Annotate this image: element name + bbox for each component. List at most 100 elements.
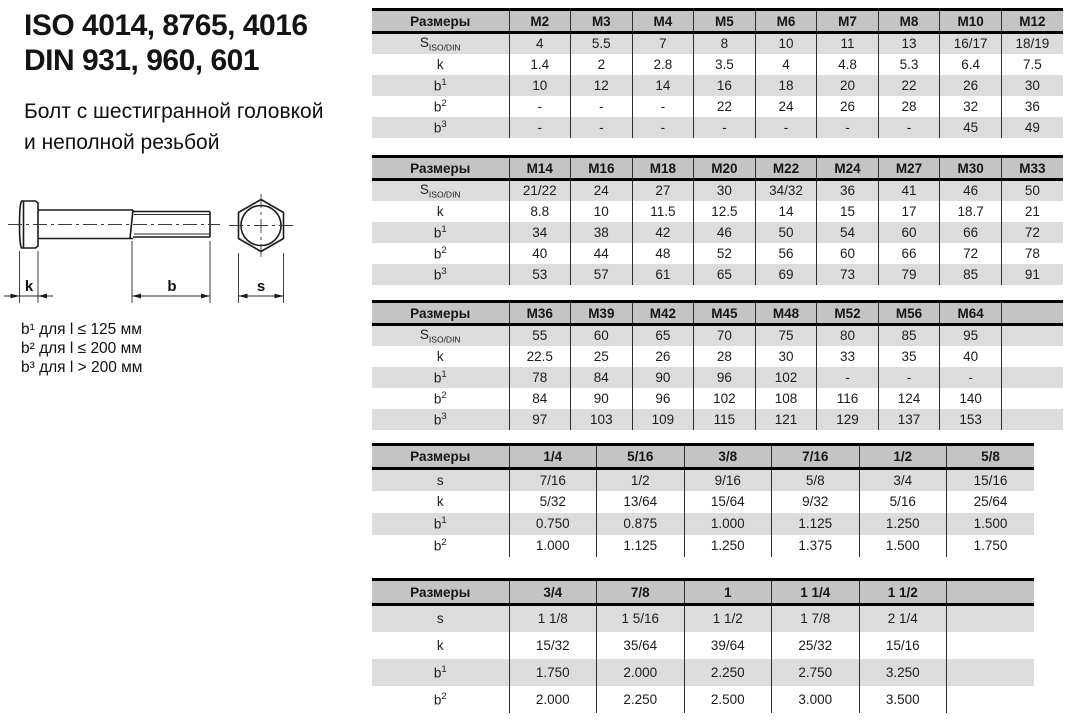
value-cell: 0.750 — [508, 512, 597, 535]
value-cell: 5/16 — [858, 490, 947, 513]
value-cell: 26 — [816, 95, 879, 117]
size-column-header: M20 — [693, 156, 756, 181]
value-cell: 109 — [631, 408, 694, 430]
value-cell: - — [570, 95, 633, 117]
page-title-iso: ISO 4014, 8765, 4016 — [24, 9, 308, 42]
value-cell: - — [631, 95, 694, 117]
value-cell: 95 — [939, 324, 1002, 346]
dimension-label-k: k — [25, 278, 34, 295]
table-row-s: SISO/DIN 55 60 65 70 75 80 85 95 — [372, 324, 1063, 346]
value-cell: 1.125 — [771, 512, 859, 535]
value-cell: 3.250 — [858, 658, 947, 686]
dimension-label-b: b — [167, 278, 176, 295]
empty-column-header — [1000, 301, 1063, 326]
row-label: k — [436, 56, 444, 72]
value-cell: 2 — [570, 53, 633, 75]
bolt-head-side-view — [18, 200, 39, 249]
value-cell: 20 — [816, 74, 879, 96]
value-cell: 84 — [508, 387, 571, 409]
inch-table-3-4-to-1-1-2: Размеры 3/4 7/8 1 1 1/4 1 1/2 s 1 1/8 1 5/16 1 1/… — [372, 578, 1034, 713]
size-column-header: 3/8 — [683, 444, 772, 470]
table-row-b1: b1 10 12 14 16 18 20 22 26 30 — [372, 74, 1063, 96]
value-cell: 21 — [1000, 200, 1063, 222]
value-cell: 1.500 — [946, 512, 1034, 535]
value-cell: 3.500 — [858, 685, 947, 713]
dimension-k: k — [4, 251, 53, 303]
table-header-row: Размеры M36 M39 M42 M45 M48 M52 M56 M64 — [372, 301, 1063, 326]
value-cell: 35 — [877, 345, 940, 367]
value-cell: 103 — [570, 408, 633, 430]
size-column-header: M16 — [570, 156, 633, 181]
row-label: b3 — [433, 265, 447, 283]
value-cell: 3.5 — [693, 53, 756, 75]
value-cell: 80 — [816, 324, 879, 346]
value-cell: 66 — [877, 242, 940, 264]
footnote-b1: b¹ для l ≤ 125 мм — [21, 321, 142, 338]
value-cell: 32 — [939, 95, 1002, 117]
table-row-b1: b1 34 38 42 46 50 54 60 66 72 — [372, 221, 1063, 243]
row-label: k — [436, 203, 444, 219]
size-column-header: M14 — [508, 156, 571, 181]
value-cell: 78 — [1000, 242, 1063, 264]
value-cell: 1.000 — [683, 512, 772, 535]
value-cell: 102 — [693, 387, 756, 409]
size-column-header: M33 — [1000, 156, 1063, 181]
size-column-header: M6 — [754, 9, 817, 34]
table-row-b3: b3 97 103 109 115 121 129 137 153 — [372, 408, 1063, 430]
value-cell: 11.5 — [631, 200, 694, 222]
row-label: s — [436, 611, 444, 627]
size-column-header: M36 — [508, 301, 571, 326]
value-cell: 25 — [570, 345, 633, 367]
value-cell: 41 — [877, 179, 940, 201]
size-column-header: M52 — [816, 301, 879, 326]
value-cell: 9/32 — [771, 490, 859, 513]
dimension-s: s — [238, 253, 284, 303]
value-cell: 30 — [693, 179, 756, 201]
value-cell: 1 1/8 — [508, 604, 597, 632]
value-cell: 17 — [877, 200, 940, 222]
value-cell: 116 — [816, 387, 879, 409]
value-cell: 2.000 — [596, 658, 684, 686]
row-label: b1 — [433, 368, 447, 386]
value-cell: 73 — [816, 263, 879, 285]
footnote-b2: b² для l ≤ 200 мм — [21, 340, 142, 357]
table-row-k: k 15/32 35/64 39/64 25/32 15/16 — [372, 631, 1034, 659]
value-cell: 60 — [877, 221, 940, 243]
size-column-header: M42 — [631, 301, 694, 326]
value-cell: 2 1/4 — [858, 604, 947, 632]
value-cell: 7 — [631, 32, 694, 54]
table-row-b3: b3 53 57 61 65 69 73 79 85 91 — [372, 263, 1063, 285]
table-row-k: k 22.5 25 26 28 30 33 35 40 — [372, 345, 1063, 367]
table-row-s: s 7/16 1/2 9/16 5/8 3/4 15/16 — [372, 468, 1034, 491]
value-cell: 1.375 — [771, 534, 859, 557]
value-cell: 4.8 — [816, 53, 879, 75]
value-cell: 27 — [631, 179, 694, 201]
table-row-k: k 1.4 2 2.8 3.5 4 4.8 5.3 6.4 7.5 — [372, 53, 1063, 75]
value-cell: 1.750 — [508, 658, 597, 686]
size-column-header: M39 — [570, 301, 633, 326]
row-label: b1 — [433, 76, 447, 94]
row-label: k — [436, 494, 444, 509]
value-cell: 2.000 — [508, 685, 597, 713]
table-row-b1: b1 0.750 0.875 1.000 1.125 1.250 1.500 — [372, 512, 1034, 535]
value-cell: 15/64 — [683, 490, 772, 513]
bolt-drawing: k b s — [4, 194, 293, 303]
value-cell: 72 — [939, 242, 1002, 264]
value-cell: - — [570, 116, 633, 138]
table-row-k: k 5/32 13/64 15/64 9/32 5/16 25/64 — [372, 490, 1034, 513]
size-column-header: 5/8 — [946, 444, 1034, 470]
value-cell: 28 — [877, 95, 940, 117]
value-cell: - — [508, 116, 571, 138]
table-row-b2: b2 1.000 1.125 1.250 1.375 1.500 1.750 — [372, 534, 1034, 557]
value-cell: 15/16 — [858, 631, 947, 659]
value-cell: - — [508, 95, 571, 117]
value-cell: 24 — [754, 95, 817, 117]
metric-table-m36-m64: Размеры M36 M39 M42 M45 M48 M52 M56 M64 SISO/DIN 5… — [372, 300, 1063, 430]
value-cell: 34 — [508, 221, 571, 243]
value-cell: 25/32 — [771, 631, 859, 659]
value-cell: 1.4 — [508, 53, 571, 75]
value-cell: 40 — [508, 242, 571, 264]
value-cell: 1.000 — [508, 534, 597, 557]
value-cell: 96 — [631, 387, 694, 409]
value-cell: 39/64 — [683, 631, 772, 659]
